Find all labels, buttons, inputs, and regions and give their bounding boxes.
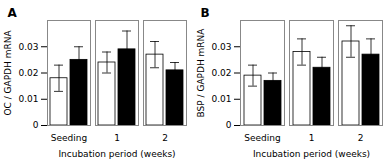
svg-text:0: 0 xyxy=(226,120,232,130)
svg-text:2: 2 xyxy=(358,133,364,143)
svg-text:0.02: 0.02 xyxy=(18,68,38,78)
svg-text:1: 1 xyxy=(309,133,315,143)
svg-text:Seeding: Seeding xyxy=(244,133,280,143)
svg-text:B: B xyxy=(201,6,210,20)
svg-text:BSP / GAPDH mRNA: BSP / GAPDH mRNA xyxy=(196,28,206,118)
svg-text:2: 2 xyxy=(162,133,168,143)
svg-text:1: 1 xyxy=(114,133,120,143)
svg-text:0.03: 0.03 xyxy=(211,42,231,52)
svg-text:Seeding: Seeding xyxy=(51,133,87,143)
svg-text:OC / GAPDH mRNA: OC / GAPDH mRNA xyxy=(3,30,13,116)
svg-text:0: 0 xyxy=(33,120,39,130)
svg-text:Incubation period (weeks): Incubation period (weeks) xyxy=(253,149,370,159)
svg-text:0.03: 0.03 xyxy=(18,42,38,52)
svg-text:0.01: 0.01 xyxy=(18,94,38,104)
svg-text:0.01: 0.01 xyxy=(211,94,231,104)
svg-text:0.02: 0.02 xyxy=(211,68,231,78)
svg-text:A: A xyxy=(8,6,18,20)
svg-text:Incubation period (weeks): Incubation period (weeks) xyxy=(58,149,175,159)
